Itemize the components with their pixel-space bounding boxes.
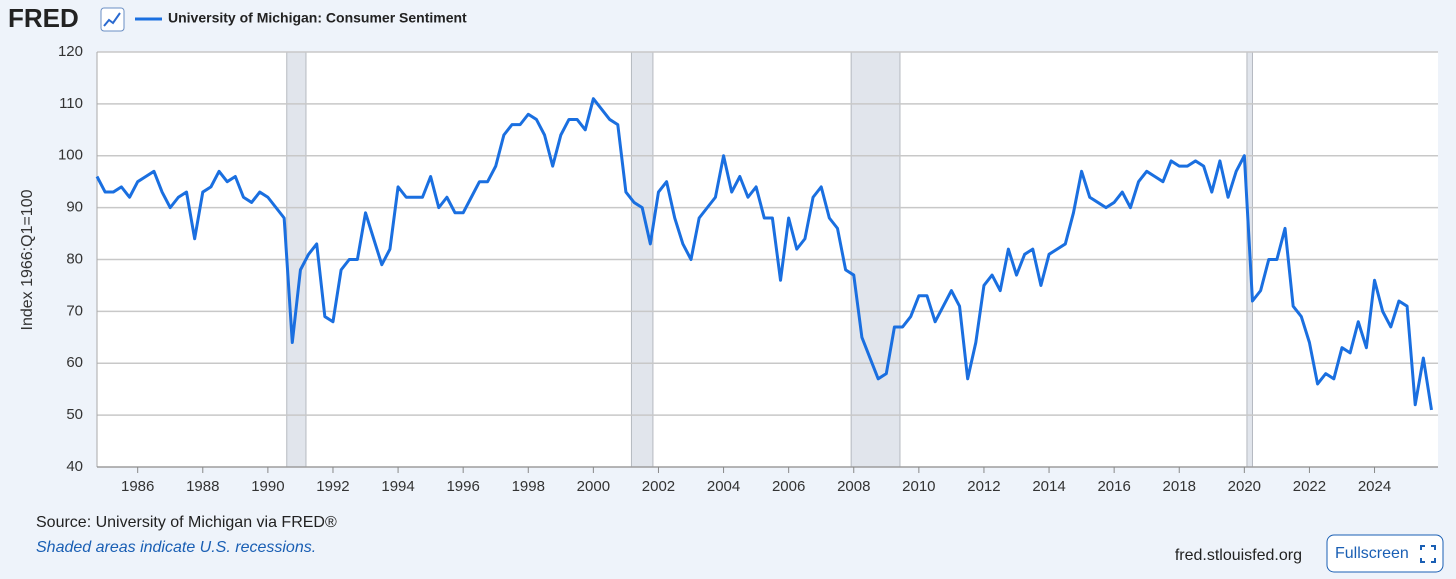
legend-label: University of Michigan: Consumer Sentime…: [168, 10, 467, 26]
site-url: fred.stlouisfed.org: [1175, 547, 1302, 564]
y-tick-label: 40: [66, 458, 83, 475]
y-tick-label: 80: [66, 250, 83, 267]
x-tick-label: 2020: [1228, 478, 1261, 495]
x-tick-label: 2012: [967, 478, 1000, 495]
logo-icon: [100, 7, 125, 32]
y-tick-label: 90: [66, 199, 83, 216]
logo-icon-line: [103, 12, 121, 27]
x-tick-label: 2008: [837, 478, 870, 495]
x-tick-label: 1998: [512, 478, 545, 495]
x-tick-label: 2016: [1097, 478, 1130, 495]
x-tick-label: 1988: [186, 478, 219, 495]
plot: [95, 51, 1438, 473]
x-tick-label: 2004: [707, 478, 740, 495]
x-tick-label: 2010: [902, 478, 935, 495]
y-tick-label: 100: [58, 147, 83, 164]
y-axis-label: Index 1966:Q1=100: [19, 189, 36, 330]
fullscreen-button[interactable]: [1326, 534, 1444, 573]
x-tick-label: 2022: [1293, 478, 1326, 495]
fullscreen-label[interactable]: Fullscreen: [1335, 545, 1409, 562]
fullscreen-icon[interactable]: [1420, 545, 1436, 563]
x-tick-label: 1994: [381, 478, 414, 495]
recession-note: Shaded areas indicate U.S. recessions.: [36, 539, 316, 556]
logo: FRED: [8, 3, 79, 33]
x-tick-label: 2024: [1358, 478, 1391, 495]
y-tick-label: 60: [66, 354, 83, 371]
y-tick-label: 110: [59, 95, 83, 112]
x-tick-label: 2000: [577, 478, 610, 495]
x-tick-label: 2002: [642, 478, 675, 495]
x-tick-label: 1996: [446, 478, 479, 495]
x-tick-label: 1990: [251, 478, 284, 495]
source: Source: University of Michigan via FRED®: [36, 514, 337, 531]
x-tick-label: 1992: [316, 478, 349, 495]
x-tick-label: 2006: [772, 478, 805, 495]
x-tick-label: 2014: [1032, 478, 1065, 495]
y-tick-label: 70: [66, 302, 83, 319]
x-tick-label: 2018: [1163, 478, 1196, 495]
x-tick-label: 1986: [121, 478, 154, 495]
y-tick-label: 50: [66, 406, 83, 423]
y-tick-label: 120: [58, 43, 83, 60]
series-line: [95, 97, 1433, 411]
